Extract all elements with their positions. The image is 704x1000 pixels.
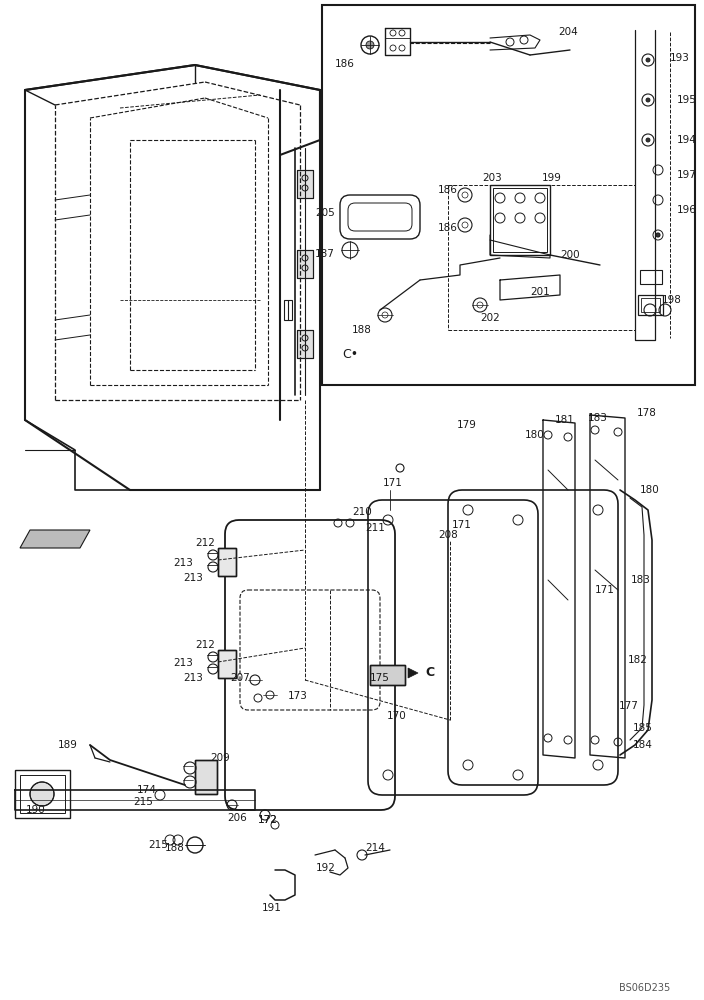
Bar bbox=[297, 170, 313, 198]
Bar bbox=[218, 650, 236, 678]
Text: 211: 211 bbox=[365, 523, 385, 533]
Text: 189: 189 bbox=[58, 740, 78, 750]
Bar bbox=[284, 300, 292, 320]
Text: 207: 207 bbox=[230, 673, 250, 683]
Text: 213: 213 bbox=[183, 673, 203, 683]
Bar bbox=[195, 760, 217, 794]
Text: 205: 205 bbox=[315, 208, 335, 218]
Text: 191: 191 bbox=[262, 903, 282, 913]
Text: 201: 201 bbox=[530, 287, 550, 297]
Bar bbox=[297, 170, 313, 198]
Text: 175: 175 bbox=[370, 673, 390, 683]
Text: 172: 172 bbox=[258, 815, 278, 825]
Bar bbox=[640, 270, 662, 284]
Text: 188: 188 bbox=[352, 325, 372, 335]
Text: 214: 214 bbox=[365, 843, 385, 853]
Text: 213: 213 bbox=[173, 658, 193, 668]
Text: 200: 200 bbox=[560, 250, 580, 260]
Bar bbox=[370, 665, 405, 685]
Text: 173: 173 bbox=[288, 691, 308, 701]
Bar bbox=[490, 185, 550, 255]
Circle shape bbox=[646, 98, 650, 102]
Bar bbox=[638, 295, 663, 315]
Text: 197: 197 bbox=[677, 170, 697, 180]
Text: 181: 181 bbox=[555, 415, 575, 425]
Text: 171: 171 bbox=[383, 478, 403, 488]
Bar bbox=[297, 330, 313, 358]
Circle shape bbox=[646, 138, 650, 142]
Bar bbox=[297, 330, 313, 358]
Text: 198: 198 bbox=[662, 295, 682, 305]
Text: 212: 212 bbox=[195, 640, 215, 650]
Text: 178: 178 bbox=[637, 408, 657, 418]
Text: 183: 183 bbox=[588, 413, 608, 423]
Bar bbox=[218, 548, 236, 576]
Bar bbox=[218, 650, 236, 678]
Text: C•: C• bbox=[342, 349, 358, 361]
Text: 184: 184 bbox=[633, 740, 653, 750]
Text: 186: 186 bbox=[438, 223, 458, 233]
Circle shape bbox=[656, 233, 660, 237]
Text: 180: 180 bbox=[640, 485, 660, 495]
Bar bbox=[20, 775, 65, 813]
Polygon shape bbox=[20, 530, 90, 548]
Bar bbox=[297, 250, 313, 278]
Text: 193: 193 bbox=[670, 53, 690, 63]
Text: 186: 186 bbox=[335, 59, 355, 69]
Circle shape bbox=[646, 58, 650, 62]
Bar bbox=[493, 188, 547, 252]
Text: 180: 180 bbox=[525, 430, 545, 440]
Text: 171: 171 bbox=[452, 520, 472, 530]
Text: BS06D235: BS06D235 bbox=[619, 983, 670, 993]
Text: 185: 185 bbox=[633, 723, 653, 733]
Text: 188: 188 bbox=[165, 843, 185, 853]
Text: 192: 192 bbox=[316, 863, 336, 873]
Text: 182: 182 bbox=[628, 655, 648, 665]
Text: 213: 213 bbox=[173, 558, 193, 568]
Bar bbox=[195, 760, 217, 794]
Text: 209: 209 bbox=[210, 753, 230, 763]
Text: 203: 203 bbox=[482, 173, 502, 183]
Bar bbox=[322, 5, 695, 385]
Bar bbox=[297, 250, 313, 278]
Bar bbox=[370, 665, 405, 685]
Text: 199: 199 bbox=[542, 173, 562, 183]
Text: 196: 196 bbox=[677, 205, 697, 215]
Text: 206: 206 bbox=[227, 813, 247, 823]
Text: C: C bbox=[425, 666, 434, 680]
Circle shape bbox=[30, 782, 54, 806]
Text: 174: 174 bbox=[137, 785, 157, 795]
Text: 171: 171 bbox=[595, 585, 615, 595]
Text: 179: 179 bbox=[457, 420, 477, 430]
Text: 187: 187 bbox=[315, 249, 335, 259]
Polygon shape bbox=[408, 668, 418, 678]
Text: 194: 194 bbox=[677, 135, 697, 145]
Text: 186: 186 bbox=[438, 185, 458, 195]
Text: 215: 215 bbox=[133, 797, 153, 807]
Text: 190: 190 bbox=[26, 805, 46, 815]
Text: 172: 172 bbox=[258, 815, 278, 825]
Text: 208: 208 bbox=[438, 530, 458, 540]
Text: 215: 215 bbox=[148, 840, 168, 850]
Circle shape bbox=[366, 41, 374, 49]
Text: 177: 177 bbox=[619, 701, 639, 711]
Text: 183: 183 bbox=[631, 575, 651, 585]
Text: 204: 204 bbox=[558, 27, 578, 37]
Text: 210: 210 bbox=[352, 507, 372, 517]
Text: 170: 170 bbox=[387, 711, 407, 721]
Text: 213: 213 bbox=[183, 573, 203, 583]
Bar bbox=[218, 548, 236, 576]
Text: 212: 212 bbox=[195, 538, 215, 548]
Text: 195: 195 bbox=[677, 95, 697, 105]
Bar bbox=[15, 770, 70, 818]
Bar bbox=[641, 298, 660, 312]
Text: 202: 202 bbox=[480, 313, 500, 323]
